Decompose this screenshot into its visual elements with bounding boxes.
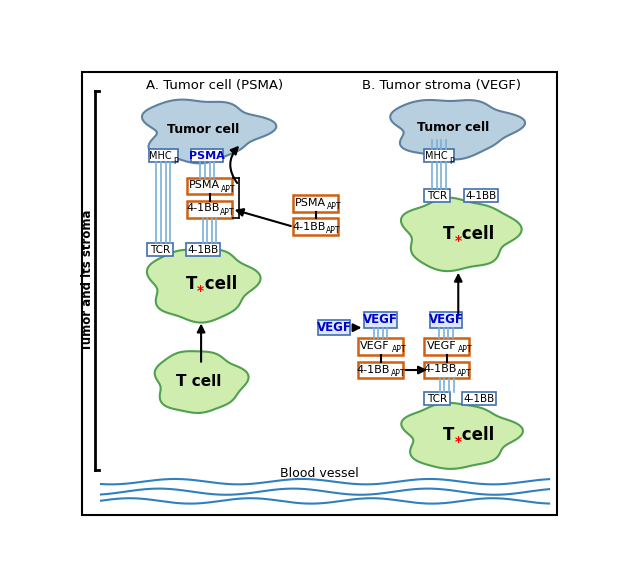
- FancyBboxPatch shape: [149, 149, 178, 162]
- Text: APT: APT: [326, 226, 340, 235]
- Text: APT: APT: [221, 185, 235, 193]
- Text: MHC: MHC: [149, 150, 171, 160]
- Polygon shape: [142, 99, 276, 163]
- Text: B. Tumor stroma (VEGF): B. Tumor stroma (VEGF): [362, 78, 521, 92]
- Text: 4-1BB: 4-1BB: [466, 191, 497, 200]
- Text: APT: APT: [392, 346, 407, 354]
- FancyBboxPatch shape: [424, 339, 469, 356]
- FancyBboxPatch shape: [293, 195, 338, 212]
- Text: PSMA: PSMA: [189, 180, 220, 190]
- Text: Tumor cell: Tumor cell: [417, 121, 489, 134]
- Text: p: p: [449, 155, 454, 163]
- Text: *: *: [197, 284, 204, 298]
- Text: PSMA: PSMA: [295, 198, 326, 208]
- Text: Blood vessel: Blood vessel: [280, 468, 359, 480]
- FancyBboxPatch shape: [364, 312, 397, 328]
- Text: APT: APT: [457, 368, 471, 378]
- FancyBboxPatch shape: [424, 392, 450, 406]
- FancyBboxPatch shape: [424, 149, 454, 162]
- Text: cell: cell: [456, 426, 494, 444]
- FancyBboxPatch shape: [147, 243, 173, 256]
- Text: TCR: TCR: [427, 191, 447, 200]
- Text: TCR: TCR: [427, 394, 447, 404]
- FancyBboxPatch shape: [293, 218, 338, 235]
- Text: APT: APT: [219, 207, 234, 217]
- FancyBboxPatch shape: [188, 200, 232, 217]
- FancyBboxPatch shape: [430, 312, 462, 328]
- FancyBboxPatch shape: [191, 149, 224, 162]
- Text: APT: APT: [459, 346, 473, 354]
- Text: cell: cell: [456, 225, 494, 243]
- Text: p: p: [173, 155, 178, 163]
- FancyBboxPatch shape: [186, 243, 221, 256]
- Polygon shape: [155, 351, 249, 413]
- Text: *: *: [454, 234, 462, 248]
- FancyBboxPatch shape: [424, 361, 469, 378]
- Text: 4-1BB: 4-1BB: [188, 245, 219, 254]
- FancyBboxPatch shape: [462, 392, 496, 406]
- Text: VEGF: VEGF: [317, 321, 352, 334]
- Text: *: *: [454, 436, 462, 450]
- Text: TCR: TCR: [150, 245, 170, 254]
- FancyBboxPatch shape: [358, 361, 403, 378]
- Text: T: T: [443, 225, 454, 243]
- Polygon shape: [390, 100, 525, 160]
- Text: cell: cell: [199, 275, 237, 293]
- Text: Tumor and its stroma: Tumor and its stroma: [80, 210, 93, 352]
- Text: VEGF: VEGF: [429, 314, 464, 327]
- Text: T cell: T cell: [176, 374, 221, 389]
- Text: 4-1BB: 4-1BB: [423, 364, 457, 374]
- Polygon shape: [401, 198, 521, 271]
- FancyBboxPatch shape: [318, 320, 351, 335]
- Text: 4-1BB: 4-1BB: [292, 222, 326, 232]
- Text: APT: APT: [391, 370, 405, 378]
- Polygon shape: [147, 250, 260, 322]
- Text: VEGF: VEGF: [360, 341, 390, 351]
- Text: PSMA: PSMA: [189, 150, 225, 160]
- Text: T: T: [186, 275, 197, 293]
- Text: 4-1BB: 4-1BB: [357, 365, 390, 375]
- Text: VEGF: VEGF: [427, 341, 456, 351]
- Text: MHC: MHC: [425, 150, 447, 160]
- Polygon shape: [401, 403, 523, 469]
- Text: 4-1BB: 4-1BB: [464, 394, 495, 404]
- FancyBboxPatch shape: [188, 178, 232, 195]
- Text: APT: APT: [327, 202, 342, 211]
- Text: Tumor cell: Tumor cell: [166, 123, 239, 137]
- FancyBboxPatch shape: [464, 189, 498, 202]
- Text: A. Tumor cell (PSMA): A. Tumor cell (PSMA): [146, 78, 283, 92]
- Text: T: T: [443, 426, 454, 444]
- FancyBboxPatch shape: [358, 339, 403, 356]
- Text: 4-1BB: 4-1BB: [186, 203, 219, 213]
- FancyBboxPatch shape: [424, 189, 450, 202]
- Text: VEGF: VEGF: [363, 314, 398, 327]
